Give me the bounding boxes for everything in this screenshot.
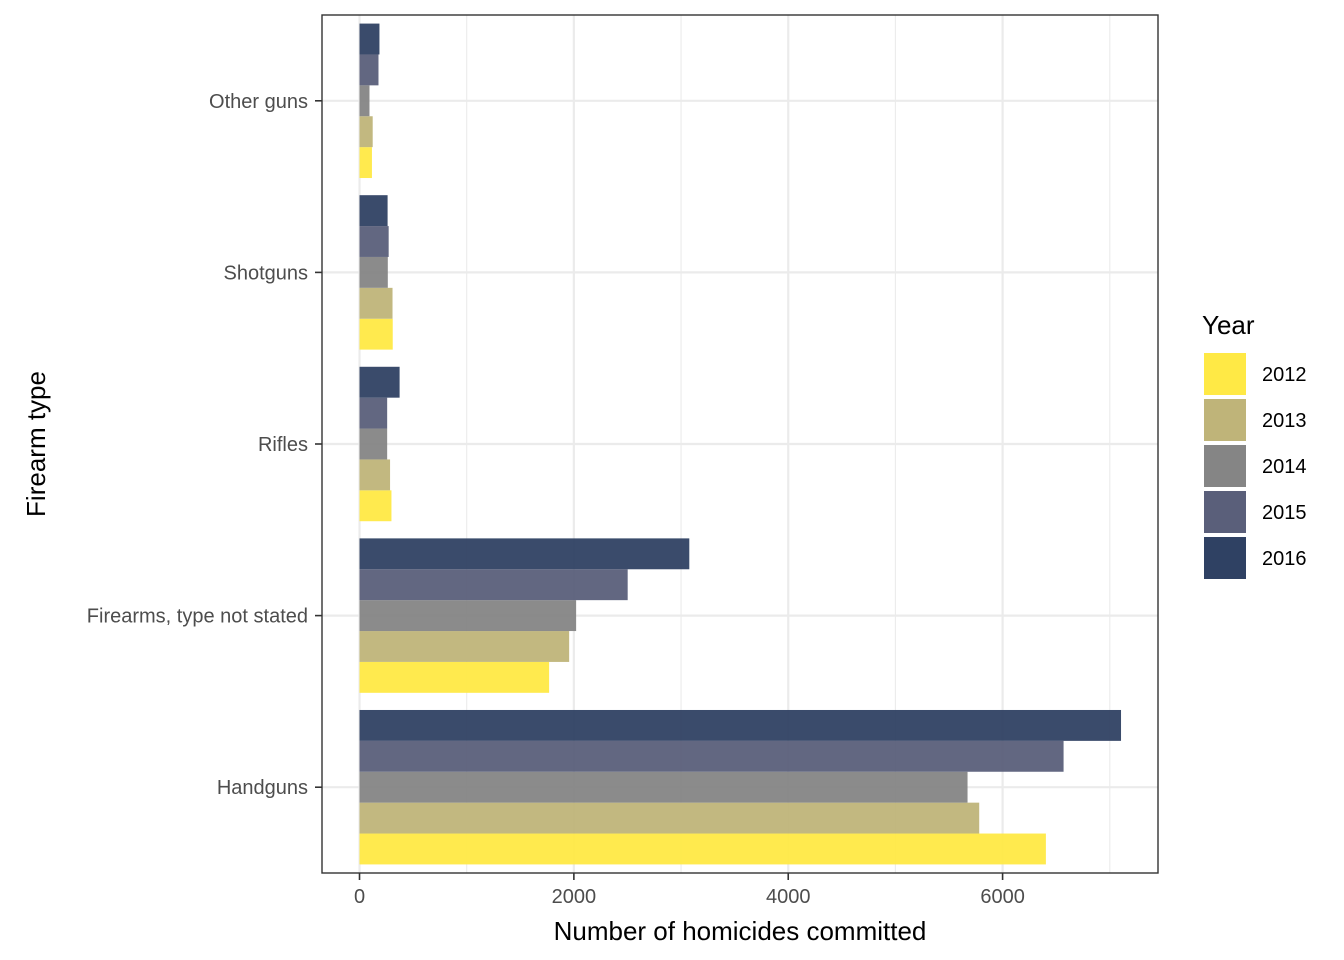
legend-label-2016: 2016	[1262, 548, 1307, 570]
bar-2012-handguns	[359, 833, 1046, 865]
y-tick-label: Shotguns	[223, 262, 308, 284]
bar-2012-other-guns	[359, 147, 372, 179]
bar-2015-rifles	[359, 397, 388, 429]
x-axis-title: Number of homicides committed	[554, 916, 927, 946]
legend-key-2012	[1204, 353, 1246, 395]
bar-2016-shotguns	[359, 195, 388, 227]
bar-2016-firearms-type-not-stated	[359, 538, 690, 570]
y-axis: Handguns Firearms, type not stated Rifles S…	[87, 91, 322, 799]
bar-2016-rifles	[359, 366, 400, 398]
bar-2012-rifles	[359, 490, 392, 522]
bar-2015-shotguns	[359, 226, 389, 257]
bar-2014-firearms-type-not-stated	[359, 600, 577, 632]
x-axis: 0 2000 4000 6000	[354, 873, 1025, 908]
legend-title: Year	[1202, 310, 1255, 340]
y-tick-label: Other guns	[209, 91, 308, 113]
legend-key-2013	[1204, 399, 1246, 441]
legend-label-2014: 2014	[1262, 456, 1307, 478]
bar-2013-shotguns	[359, 287, 393, 319]
bar-2015-handguns	[359, 740, 1064, 772]
bar-2016-other-guns	[359, 23, 380, 55]
legend: Year 2012 2013 2014 2015 2016	[1202, 310, 1307, 579]
x-tick-label: 4000	[766, 886, 811, 908]
y-tick-label: Firearms, type not stated	[87, 606, 308, 628]
bar-2013-other-guns	[359, 116, 373, 148]
bar-2014-other-guns	[359, 85, 370, 117]
bar-2013-rifles	[359, 459, 391, 491]
bar-2014-rifles	[359, 428, 388, 460]
bar-2015-firearms-type-not-stated	[359, 569, 628, 601]
legend-label-2012: 2012	[1262, 364, 1307, 386]
x-tick-label: 2000	[552, 886, 597, 908]
x-tick-label: 0	[354, 886, 365, 908]
bar-2012-firearms-type-not-stated	[359, 661, 550, 693]
bar-2014-handguns	[359, 771, 968, 803]
bar-2013-firearms-type-not-stated	[359, 631, 570, 662]
bar-2015-other-guns	[359, 54, 379, 86]
bar-2012-shotguns	[359, 318, 393, 350]
legend-key-2015	[1204, 491, 1246, 533]
legend-key-2014	[1204, 445, 1246, 487]
y-tick-label: Handguns	[217, 777, 308, 799]
y-axis-title: Firearm type	[21, 371, 51, 517]
bar-2016-handguns	[359, 709, 1122, 741]
bars	[359, 23, 1122, 865]
bar-2014-shotguns	[359, 256, 388, 288]
legend-key-2016	[1204, 537, 1246, 579]
legend-label-2013: 2013	[1262, 410, 1307, 432]
y-tick-label: Rifles	[258, 434, 308, 456]
legend-label-2015: 2015	[1262, 502, 1307, 524]
bar-2013-handguns	[359, 802, 980, 834]
x-tick-label: 6000	[980, 886, 1025, 908]
